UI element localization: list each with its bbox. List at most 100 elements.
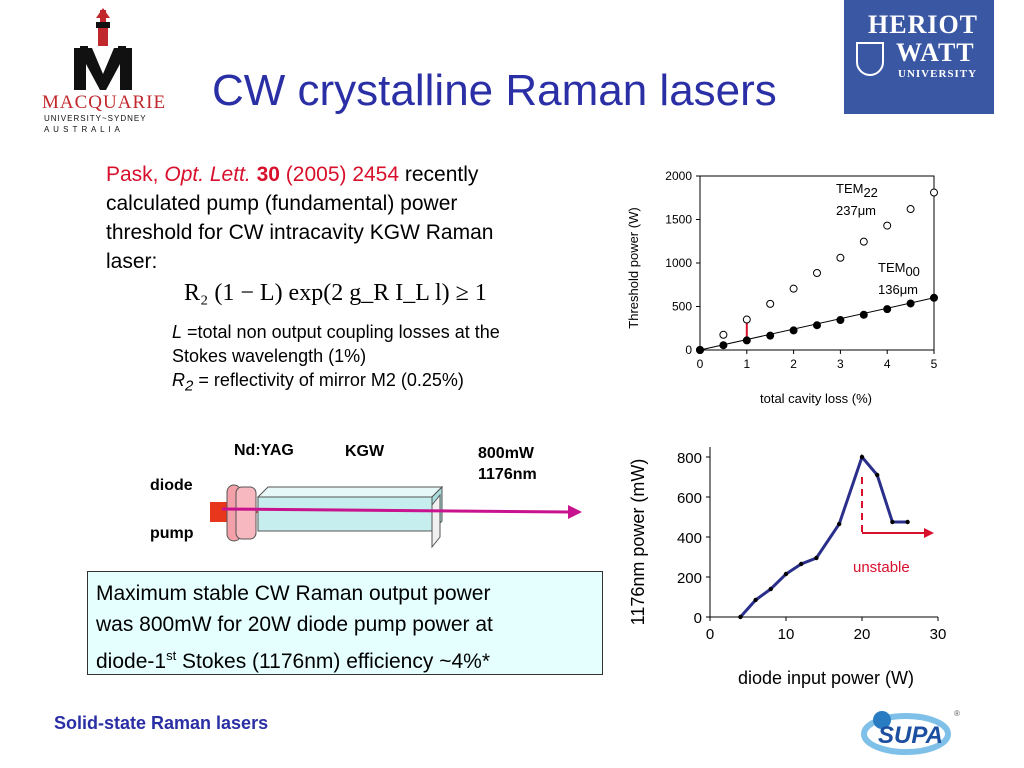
chart2-ytick-label: 400	[677, 530, 702, 547]
ref-author: Pask,	[106, 163, 165, 186]
chart1-xtick-label: 5	[931, 357, 938, 371]
chart1-point-tem22	[789, 284, 798, 293]
chart2-xtick-label: 0	[706, 626, 714, 643]
chart1-point-tem00	[742, 336, 751, 345]
chart2-annotation-unstable: unstable	[853, 559, 910, 576]
paragraph-line-1: Pask, Opt. Lett. 30 (2005) 2454 recently	[106, 160, 606, 189]
ref-journal: Opt. Lett.	[164, 163, 251, 186]
chart1-xtick-label: 0	[697, 357, 704, 371]
output-power-chart: 0 200 400 600 800 0 10 20 30 diode input power (…	[628, 447, 947, 688]
chart1-point-tem22	[766, 299, 775, 308]
chart2-point	[783, 571, 789, 577]
def-R-subscript: 2	[185, 377, 194, 395]
page-title: CW crystalline Raman lasers	[212, 66, 777, 115]
chart2-xtick-label: 20	[854, 626, 871, 643]
footer-title: Solid-state Raman lasers	[54, 713, 269, 733]
supa-text: SUPA	[878, 722, 943, 749]
note-line-3: diode-1st Stokes (1176nm) efficiency ~4%…	[96, 640, 594, 677]
chart1-ytick-label: 0	[685, 343, 692, 357]
chart2-point	[837, 521, 842, 527]
heriot-watt-logo: HERIOT WATT UNIVERSITY	[844, 0, 994, 114]
macquarie-sub: UNIVERSITY~SYDNEY	[44, 114, 147, 123]
chart1-xtick-label: 4	[884, 357, 891, 371]
chart1-point-tem00	[906, 299, 915, 308]
def-L-text: =total non output coupling losses at the	[182, 322, 500, 342]
chart1-annot-136: 136μm	[878, 282, 918, 297]
summary-note: Maximum stable CW Raman output power was…	[87, 571, 603, 675]
def-L-line: L =total non output coupling losses at t…	[172, 320, 602, 344]
note-line-1: Maximum stable CW Raman output power	[96, 582, 491, 605]
chart1-annot-tem22: TEM22	[836, 181, 878, 200]
chart1-ytick-label: 500	[672, 300, 692, 314]
macquarie-country: A U S T R A L I A	[44, 125, 121, 134]
chart1-point-tem22	[906, 205, 915, 214]
note-line-2: was 800mW for 20W diode pump power at	[96, 613, 493, 636]
label-output-wavelength: 1176nm	[478, 466, 537, 483]
chart1-point-tem00	[836, 315, 845, 324]
def-R-line: R2 = reflectivity of mirror M2 (0.25%)	[172, 368, 602, 399]
annot-tem22-base: TEM	[836, 181, 863, 196]
chart1-point-tem00	[813, 321, 821, 330]
heriot-university: UNIVERSITY	[898, 68, 978, 80]
chart2-xlabel: diode input power (W)	[738, 668, 914, 688]
chart2-ytick-label: 200	[677, 570, 702, 587]
label-output-power: 800mW	[478, 445, 535, 462]
macquarie-name: MACQUARIE	[42, 92, 167, 113]
chart1-point-tem00	[789, 326, 798, 335]
chart1-point-tem22	[719, 330, 728, 339]
chart2-xtick-label: 30	[930, 626, 947, 643]
supa-swirl-icon: ®	[861, 709, 960, 755]
def-R-text: = reflectivity of mirror M2 (0.25%)	[193, 370, 464, 390]
chart1-ytick-label: 1000	[665, 256, 692, 270]
paragraph-line-4: laser:	[106, 250, 158, 273]
chart2-ytick-label: 800	[677, 450, 702, 467]
chart2-series-line	[739, 454, 908, 618]
chart1-xtick-label: 1	[743, 357, 750, 371]
macquarie-logo: MACQUARIE UNIVERSITY~SYDNEY A U S T R A …	[40, 6, 170, 134]
chart2-point	[799, 561, 804, 567]
def-L-symbol: L	[172, 322, 183, 342]
chart1-annot-237: 237μm	[836, 203, 876, 218]
chart1-point-tem00	[859, 310, 868, 319]
chart1-point-tem22	[883, 221, 892, 230]
label-diode: diode	[150, 477, 193, 494]
def-R-symbol: R	[172, 370, 185, 390]
chart2-point	[875, 472, 880, 478]
chart1-point-tem22	[859, 237, 868, 246]
chart2-point	[890, 519, 895, 525]
chart2-point	[905, 519, 910, 525]
chart1-annot-tem00: TEM00	[878, 260, 920, 279]
chart1-ylabel: Threshold power (W)	[626, 207, 641, 328]
chart1-point-tem22	[930, 188, 938, 197]
chart1-xtick-label: 2	[790, 357, 797, 371]
reference-paragraph: Pask, Opt. Lett. 30 (2005) 2454 recently…	[106, 160, 606, 276]
text-1: recently	[399, 163, 479, 186]
chart1-point-tem22	[742, 315, 751, 324]
heriot-watt-crest-icon	[856, 42, 884, 76]
chart1-ytick-label: 1500	[665, 213, 692, 227]
chart1-point-tem00	[696, 346, 704, 354]
chart2-ytick-label: 0	[694, 610, 702, 627]
paragraph-line-3: threshold for CW intracavity KGW Raman	[106, 221, 494, 244]
note-line-3b: Stokes (1176nm) efficiency ~4%*	[176, 650, 490, 673]
annot-tem00-base: TEM	[878, 260, 905, 275]
macquarie-emblem-icon	[74, 8, 132, 90]
watt-name: WATT	[896, 38, 975, 67]
label-kgw: KGW	[345, 443, 385, 460]
chart2-point	[814, 555, 819, 561]
chart1-point-tem00	[883, 305, 892, 314]
svg-text:®: ®	[954, 709, 960, 718]
note-line-3a: diode-1	[96, 650, 167, 673]
heriot-name: HERIOT	[868, 10, 979, 39]
ref-rest: (2005) 2454	[279, 163, 400, 186]
paragraph-line-2: calculated pump (fundamental) power	[106, 192, 458, 215]
laser-cavity-illustration	[210, 484, 582, 549]
chart2-point	[753, 597, 758, 603]
chart1-xlabel: total cavity loss (%)	[760, 391, 872, 406]
chart2-unstable-arrowhead-icon	[924, 528, 934, 538]
chart2-xtick-label: 10	[778, 626, 795, 643]
chart1-point-tem00	[930, 293, 938, 302]
definitions: L =total non output coupling losses at t…	[172, 320, 602, 399]
chart1-ytick-label: 2000	[665, 169, 692, 183]
chart1-point-tem22	[836, 253, 845, 262]
